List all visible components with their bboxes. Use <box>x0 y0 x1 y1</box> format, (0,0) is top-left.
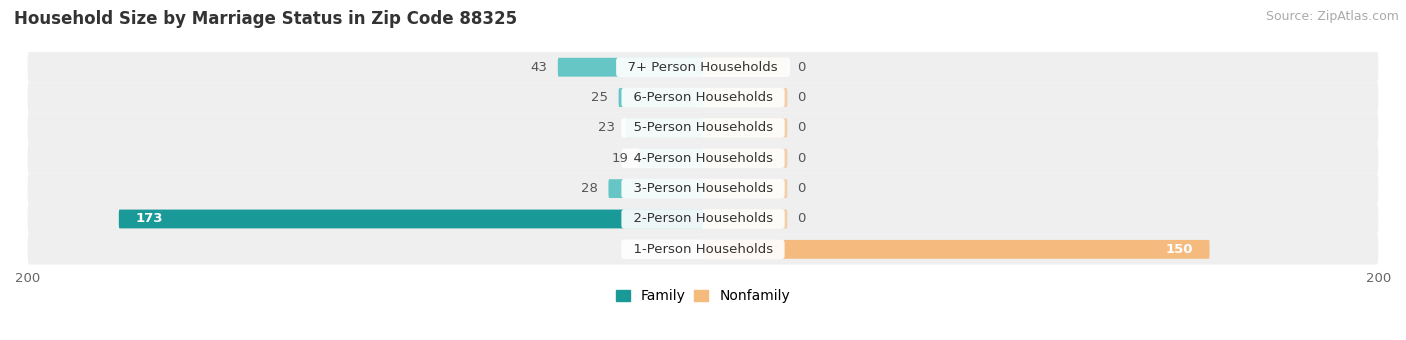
FancyBboxPatch shape <box>28 82 1378 113</box>
FancyBboxPatch shape <box>638 149 703 168</box>
FancyBboxPatch shape <box>28 52 1378 82</box>
Text: Source: ZipAtlas.com: Source: ZipAtlas.com <box>1265 10 1399 23</box>
Legend: Family, Nonfamily: Family, Nonfamily <box>610 284 796 309</box>
FancyBboxPatch shape <box>558 58 703 76</box>
FancyBboxPatch shape <box>28 234 1378 265</box>
Text: 6-Person Households: 6-Person Households <box>624 91 782 104</box>
FancyBboxPatch shape <box>609 179 703 198</box>
Text: 23: 23 <box>598 121 616 134</box>
Text: 150: 150 <box>1166 243 1192 256</box>
FancyBboxPatch shape <box>703 88 787 107</box>
Text: 0: 0 <box>797 212 806 225</box>
FancyBboxPatch shape <box>703 119 787 137</box>
FancyBboxPatch shape <box>703 149 787 168</box>
Text: 28: 28 <box>582 182 599 195</box>
FancyBboxPatch shape <box>626 119 703 137</box>
Text: 0: 0 <box>797 91 806 104</box>
FancyBboxPatch shape <box>28 173 1378 204</box>
FancyBboxPatch shape <box>703 209 787 228</box>
Text: 0: 0 <box>797 182 806 195</box>
FancyBboxPatch shape <box>703 58 787 76</box>
Text: 19: 19 <box>612 152 628 165</box>
Text: 0: 0 <box>797 61 806 74</box>
Text: 7+ Person Households: 7+ Person Households <box>620 61 786 74</box>
FancyBboxPatch shape <box>619 88 703 107</box>
Text: 3-Person Households: 3-Person Households <box>624 182 782 195</box>
FancyBboxPatch shape <box>28 113 1378 143</box>
Text: 173: 173 <box>136 212 163 225</box>
FancyBboxPatch shape <box>118 209 703 228</box>
Text: 0: 0 <box>797 121 806 134</box>
Text: 2-Person Households: 2-Person Households <box>624 212 782 225</box>
FancyBboxPatch shape <box>28 204 1378 234</box>
Text: 43: 43 <box>531 61 548 74</box>
Text: 1-Person Households: 1-Person Households <box>624 243 782 256</box>
Text: Household Size by Marriage Status in Zip Code 88325: Household Size by Marriage Status in Zip… <box>14 10 517 28</box>
Text: 0: 0 <box>797 152 806 165</box>
Text: 25: 25 <box>592 91 609 104</box>
Text: 4-Person Households: 4-Person Households <box>624 152 782 165</box>
FancyBboxPatch shape <box>703 179 787 198</box>
Text: 5-Person Households: 5-Person Households <box>624 121 782 134</box>
FancyBboxPatch shape <box>703 240 1209 259</box>
FancyBboxPatch shape <box>28 143 1378 173</box>
